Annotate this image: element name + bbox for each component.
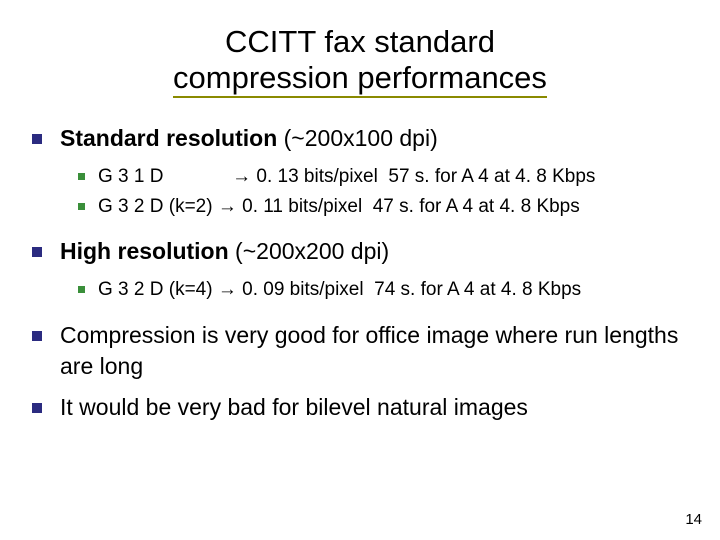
sub-list: G 3 2 D (k=4) → 0. 09 bits/pixel 74 s. f… [60, 277, 692, 303]
list-item: G 3 2 D (k=2) → 0. 11 bits/pixel 47 s. f… [78, 194, 692, 220]
heading-detail: (~200x200 dpi) [229, 238, 389, 264]
list-item: It would be very bad for bilevel natural… [32, 392, 692, 423]
bullet-list: Standard resolution (~200x100 dpi) G 3 1… [28, 123, 692, 423]
title-line-2: compression performances [173, 60, 547, 98]
list-item: G 3 2 D (k=4) → 0. 09 bits/pixel 74 s. f… [78, 277, 692, 303]
list-item: High resolution (~200x200 dpi) G 3 2 D (… [32, 236, 692, 303]
list-item: Compression is very good for office imag… [32, 320, 692, 382]
slide: CCITT fax standard compression performan… [0, 0, 720, 540]
heading-label: High resolution [60, 238, 229, 264]
list-item: Standard resolution (~200x100 dpi) G 3 1… [32, 123, 692, 219]
sub-list: G 3 1 D → 0. 13 bits/pixel 57 s. for A 4… [60, 164, 692, 219]
list-item: G 3 1 D → 0. 13 bits/pixel 57 s. for A 4… [78, 164, 692, 190]
slide-title: CCITT fax standard compression performan… [28, 24, 692, 95]
heading-label: Standard resolution [60, 125, 277, 151]
heading-detail: (~200x100 dpi) [277, 125, 437, 151]
page-number: 14 [685, 511, 702, 528]
title-line-1: CCITT fax standard [225, 24, 495, 59]
